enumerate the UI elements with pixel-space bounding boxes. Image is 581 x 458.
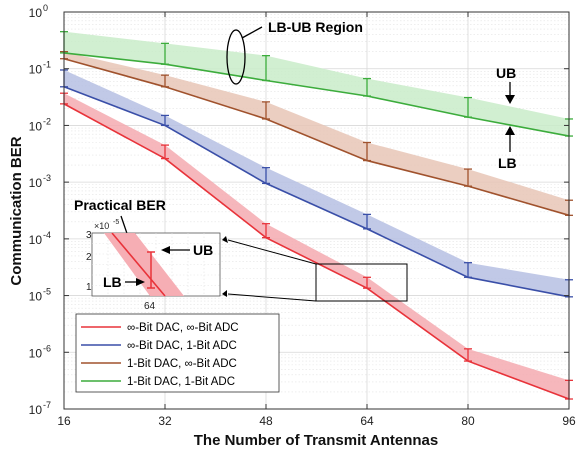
zoom-region xyxy=(315,263,408,302)
ub-lb-annotation: UB LB xyxy=(496,65,517,171)
y-tick-label-exp: -4 xyxy=(43,230,51,240)
region-ellipse xyxy=(226,29,246,85)
lb-ub-region-label: LB-UB Region xyxy=(268,19,363,35)
y-tick-label-base: 10 xyxy=(29,290,43,304)
y-tick-label-base: 10 xyxy=(29,176,43,190)
y-tick-label-base: 10 xyxy=(29,63,43,77)
x-tick-label: 32 xyxy=(158,414,172,428)
inset-line xyxy=(111,232,166,297)
y-tick-label-exp: -3 xyxy=(43,173,51,183)
inset-exp-power: -5 xyxy=(113,219,119,226)
inset-y-tick-1: 1 xyxy=(86,282,92,293)
series-band-3 xyxy=(64,31,569,137)
lb-ub-region-annotation: LB-UB Region xyxy=(226,19,363,85)
y-tick-label-base: 10 xyxy=(29,403,43,417)
inset-y-tick-3: 3 xyxy=(86,230,92,241)
inset-y-tick-2: 2 xyxy=(86,252,92,263)
series-band-0 xyxy=(64,93,569,400)
plot-frame xyxy=(63,11,570,410)
legend-label-3: 1-Bit DAC, 1-Bit ADC xyxy=(127,376,235,388)
legend: ∞-Bit DAC, ∞-Bit ADC ∞-Bit DAC, 1-Bit AD… xyxy=(75,313,280,393)
x-tick-label: 96 xyxy=(562,414,576,428)
y-axis-title: Communication BER xyxy=(8,136,25,285)
y-tick-label-base: 10 xyxy=(29,346,43,360)
inset-x-tick-64: 64 xyxy=(144,301,156,312)
y-tick-label-base: 10 xyxy=(29,119,43,133)
x-tick-label: 16 xyxy=(57,414,71,428)
zoom-connector-bottom xyxy=(227,293,317,302)
y-tick-label-exp: -5 xyxy=(43,287,51,297)
series-line-3 xyxy=(63,52,570,137)
inset-exp-base: ×10 xyxy=(94,221,109,231)
lb-ub-bands xyxy=(64,31,569,400)
y-tick-label-exp: -7 xyxy=(43,400,51,410)
x-axis-title: The Number of Transmit Antennas xyxy=(194,432,438,449)
x-tick-label: 64 xyxy=(360,414,374,428)
series-line-1 xyxy=(63,86,570,298)
y-tick-label-exp: 0 xyxy=(43,3,48,13)
inset-ub-label: UB xyxy=(193,242,213,258)
series-line-0 xyxy=(63,103,570,400)
legend-label-2: 1-Bit DAC, ∞-Bit ADC xyxy=(127,358,237,370)
y-tick-label-exp: -2 xyxy=(43,116,51,126)
y-tick-label-base: 10 xyxy=(29,6,43,20)
lb-label: LB xyxy=(498,155,517,171)
ub-label: UB xyxy=(496,65,516,81)
series-band-1 xyxy=(64,69,569,297)
y-tick-label-exp: -1 xyxy=(43,60,51,70)
x-tick-label: 80 xyxy=(461,414,475,428)
region-pointer xyxy=(241,26,263,39)
inset-lb-label: LB xyxy=(103,274,122,290)
inset-plot: ×10 -5 3 2 1 64 UB LB xyxy=(86,219,221,312)
zoom-connector-top xyxy=(227,239,317,265)
inset-band xyxy=(104,233,184,296)
legend-label-0: ∞-Bit DAC, ∞-Bit ADC xyxy=(127,322,239,334)
series-band-2 xyxy=(64,51,569,216)
x-tick-label: 48 xyxy=(259,414,273,428)
practical-ber-label: Practical BER xyxy=(74,197,166,213)
y-tick-label-exp: -6 xyxy=(43,343,51,353)
y-tick-label-base: 10 xyxy=(29,233,43,247)
legend-label-1: ∞-Bit DAC, 1-Bit ADC xyxy=(127,340,237,352)
series-line-2 xyxy=(63,57,570,217)
